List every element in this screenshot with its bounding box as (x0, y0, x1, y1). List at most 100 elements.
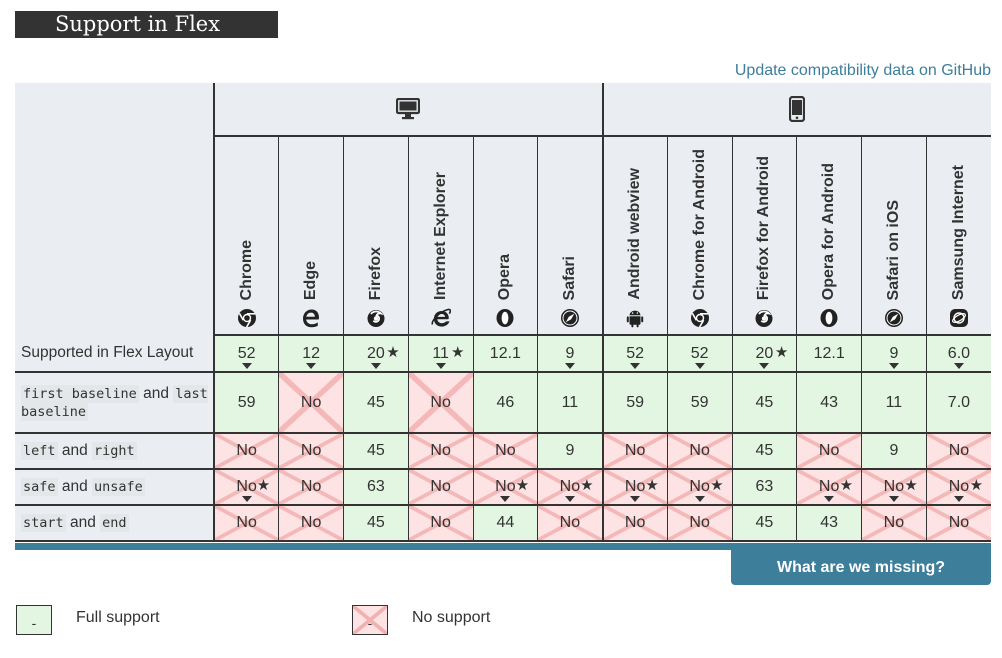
support-cell: 12.1 (796, 335, 862, 373)
no-support-x-icon (797, 434, 862, 468)
expand-triangle-icon[interactable] (564, 496, 575, 502)
support-value: 45 (366, 514, 385, 531)
feature-code: start (21, 514, 66, 532)
no-support-x-icon (667, 506, 732, 540)
support-cell[interactable]: No ★ (537, 469, 603, 506)
support-value: 45 (366, 442, 385, 459)
support-value: No (300, 478, 322, 495)
expand-triangle-icon[interactable] (953, 363, 964, 369)
browser-header-safari: Safari (537, 136, 603, 336)
support-cell[interactable]: No ★ (796, 469, 862, 506)
support-cell: No (666, 433, 733, 470)
no-support-x-icon (603, 506, 667, 540)
support-value: 59 (626, 393, 645, 411)
support-cell[interactable]: No ★ (666, 469, 733, 506)
feature-row: Supported in Flex Layout 52 12 20 ★ 11 ★ 12.1 9 5… (15, 335, 992, 373)
support-cell[interactable]: 20 ★ (731, 335, 797, 373)
support-cell[interactable]: 9 (537, 335, 603, 373)
feature-rows: Supported in Flex Layout 52 12 20 ★ 11 ★ 12.1 9 5… (15, 335, 992, 542)
expand-triangle-icon[interactable] (630, 496, 641, 502)
expand-triangle-icon[interactable] (694, 363, 705, 369)
ie-icon (431, 308, 451, 327)
support-cell[interactable]: 9 (861, 335, 927, 373)
expand-triangle-icon[interactable] (888, 496, 899, 502)
opera-icon (820, 309, 838, 327)
support-cell[interactable]: 12 (278, 335, 344, 373)
expand-triangle-icon[interactable] (824, 496, 835, 502)
support-cell: 46 (472, 372, 538, 434)
feature-code: safe (21, 478, 58, 496)
support-value: 45 (755, 442, 774, 459)
browser-header-chrome-for-android: Chrome for Android (666, 136, 733, 336)
support-value: 9 (565, 442, 575, 459)
support-cell[interactable]: 52 (666, 335, 733, 373)
browser-name: Opera (496, 253, 514, 300)
expand-triangle-icon[interactable] (630, 363, 641, 369)
support-cell: 59 (213, 372, 279, 434)
feature-row: start and end No No 45 No 44 No No No 45 43 No No (15, 505, 992, 542)
support-cell[interactable]: 6.0 (925, 335, 992, 373)
update-github-link[interactable]: Update compatibility data on GitHub (734, 62, 991, 79)
support-value: No (495, 442, 516, 459)
expand-triangle-icon[interactable] (888, 363, 899, 369)
support-cell[interactable]: 11 ★ (407, 335, 473, 373)
expand-triangle-icon[interactable] (370, 363, 381, 369)
expand-triangle-icon[interactable] (500, 496, 511, 502)
support-cell: 7.0 (925, 372, 992, 434)
expand-triangle-icon[interactable] (564, 363, 575, 369)
support-cell: No (278, 505, 344, 542)
expand-triangle-icon[interactable] (435, 363, 446, 369)
support-cell: No (861, 505, 927, 542)
support-cell[interactable]: No ★ (925, 469, 992, 506)
expand-triangle-icon[interactable] (241, 496, 252, 502)
expand-triangle-icon[interactable] (953, 496, 964, 502)
support-cell: 45 (343, 433, 409, 470)
support-value: 43 (820, 393, 839, 411)
opera-icon (496, 309, 514, 327)
no-support-x-icon (215, 506, 279, 540)
browser-name: Chrome (237, 239, 255, 300)
support-cell[interactable]: No ★ (472, 469, 538, 506)
browser-header-android-webview: Android webview (601, 136, 668, 336)
support-cell[interactable]: 20 ★ (343, 335, 409, 373)
expand-triangle-icon[interactable] (694, 496, 705, 502)
note-star-icon: ★ (904, 477, 918, 494)
support-value: 45 (755, 514, 774, 531)
support-cell: No (796, 433, 862, 470)
browser-header-samsung-internet: Samsung Internet (925, 136, 992, 336)
browser-name: Safari (560, 255, 578, 300)
feature-row: first baseline and last baseline 59 No 45 No… (15, 372, 992, 434)
section-heading: Support in Flex layout (15, 11, 278, 63)
no-support-x-icon (538, 470, 602, 504)
what-are-we-missing-button[interactable]: What are we missing? (731, 543, 991, 585)
feature-text: and (57, 478, 92, 495)
browser-header-edge: Edge (278, 136, 344, 336)
no-support-x-icon (926, 434, 992, 468)
safari-icon (560, 309, 579, 327)
support-value: 52 (690, 344, 709, 362)
support-value: No (689, 514, 710, 531)
no-support-x-icon (667, 434, 732, 468)
support-cell: 45 (731, 372, 797, 434)
support-cell[interactable]: 52 (601, 335, 668, 373)
feature-text: and (65, 514, 101, 531)
note-star-icon: ★ (515, 477, 530, 494)
support-cell[interactable]: No ★ (861, 469, 927, 506)
support-value: No (689, 478, 710, 495)
support-value: No (495, 478, 516, 495)
browser-name: Chrome for Android (690, 148, 708, 300)
no-support-x-icon (603, 470, 667, 504)
expand-triangle-icon[interactable] (759, 363, 770, 369)
expand-triangle-icon[interactable] (306, 363, 317, 369)
heading-stripe (15, 11, 21, 38)
support-cell[interactable]: No ★ (601, 469, 668, 506)
expand-triangle-icon[interactable] (241, 363, 252, 369)
support-cell[interactable]: 52 (213, 335, 279, 373)
no-support-x-icon (926, 470, 992, 504)
note-star-icon: ★ (580, 477, 594, 494)
support-cell[interactable]: No ★ (213, 469, 279, 506)
support-cell: 43 (796, 372, 862, 434)
legend-full-support-label: Full support (76, 609, 160, 626)
no-support-x-icon (538, 506, 602, 540)
feature-code: left (21, 442, 58, 460)
